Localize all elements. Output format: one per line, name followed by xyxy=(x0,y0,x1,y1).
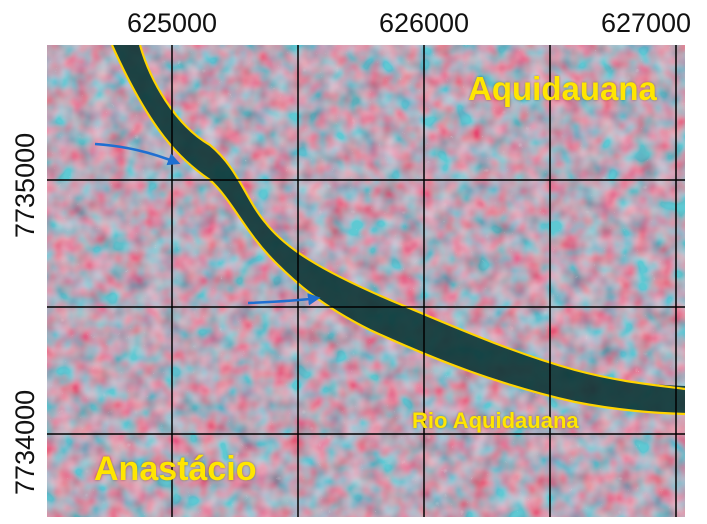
x-tick-label: 625000 xyxy=(126,8,218,38)
grid xyxy=(47,45,685,517)
arrow-north xyxy=(94,142,181,166)
x-tick-label: 626000 xyxy=(378,8,470,38)
river-water xyxy=(112,45,685,414)
vegetation-tint xyxy=(47,45,685,517)
river-bank-north xyxy=(138,45,685,391)
city-label-aquidauana: Aquidauana xyxy=(468,70,657,107)
x-tick-label: 627000 xyxy=(600,8,692,38)
river-label: Rio Aquidauana xyxy=(412,408,579,433)
arrow-south xyxy=(247,293,321,306)
y-tick-label: 7734000 xyxy=(10,389,40,495)
city-label-anastacio: Anastácio xyxy=(94,450,257,488)
y-tick-label: 7735000 xyxy=(10,132,40,238)
